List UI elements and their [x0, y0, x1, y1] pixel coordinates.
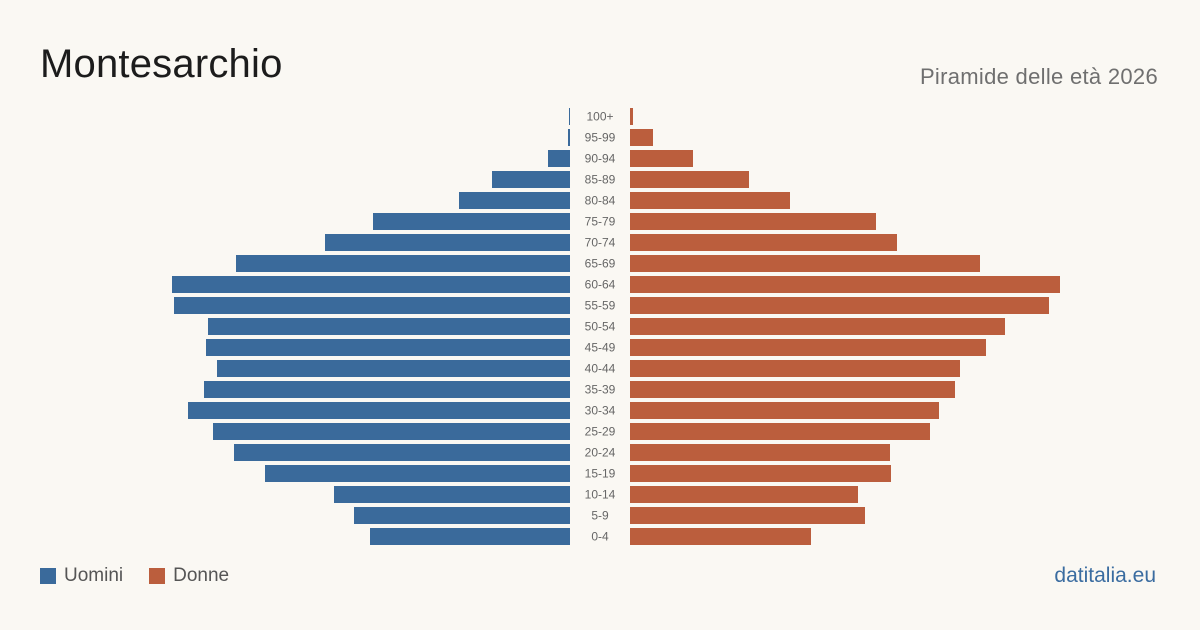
- page-title: Montesarchio: [40, 42, 283, 86]
- bar-men-55-59: [174, 297, 570, 314]
- bar-men-20-24: [234, 444, 570, 461]
- age-label-70-74: 70-74: [585, 236, 616, 250]
- legend-item-men: Uomini: [40, 565, 123, 587]
- bar-women-15-19: [630, 465, 891, 482]
- bar-women-55-59: [630, 297, 1049, 314]
- bar-women-10-14: [630, 486, 858, 503]
- age-label-55-59: 55-59: [585, 299, 616, 313]
- bar-women-70-74: [630, 234, 897, 251]
- bar-women-75-79: [630, 213, 876, 230]
- age-label-85-89: 85-89: [585, 173, 616, 187]
- age-label-100+: 100+: [586, 110, 613, 124]
- bar-women-80-84: [630, 192, 790, 209]
- bar-men-90-94: [548, 150, 570, 167]
- age-label-0-4: 0-4: [591, 530, 609, 544]
- bar-men-95-99: [568, 129, 570, 146]
- age-label-40-44: 40-44: [585, 362, 616, 376]
- bar-men-30-34: [188, 402, 570, 419]
- age-label-10-14: 10-14: [585, 488, 616, 502]
- legend-item-women: Donne: [149, 565, 229, 587]
- legend-swatch-men: [40, 568, 56, 584]
- age-label-25-29: 25-29: [585, 425, 616, 439]
- bar-men-65-69: [236, 255, 570, 272]
- age-label-95-99: 95-99: [585, 131, 616, 145]
- bar-women-45-49: [630, 339, 986, 356]
- bar-men-60-64: [172, 276, 570, 293]
- bar-men-75-79: [373, 213, 570, 230]
- bar-men-100+: [569, 108, 570, 125]
- age-label-30-34: 30-34: [585, 404, 616, 418]
- chart-legend: Uomini Donne: [40, 565, 255, 587]
- bar-men-85-89: [492, 171, 570, 188]
- legend-swatch-women: [149, 568, 166, 584]
- age-label-65-69: 65-69: [585, 257, 616, 271]
- bar-men-5-9: [354, 507, 570, 524]
- bar-men-10-14: [334, 486, 570, 503]
- bar-men-70-74: [325, 234, 570, 251]
- bar-women-25-29: [630, 423, 930, 440]
- age-label-50-54: 50-54: [585, 320, 616, 334]
- age-label-20-24: 20-24: [585, 446, 616, 460]
- bar-women-20-24: [630, 444, 890, 461]
- bar-men-80-84: [459, 192, 570, 209]
- bar-men-35-39: [204, 381, 570, 398]
- bar-men-25-29: [213, 423, 570, 440]
- bar-women-35-39: [630, 381, 955, 398]
- bar-women-0-4: [630, 528, 811, 545]
- bar-women-95-99: [630, 129, 653, 146]
- legend-label-women: Donne: [173, 565, 230, 586]
- bar-women-90-94: [630, 150, 693, 167]
- age-label-90-94: 90-94: [585, 152, 616, 166]
- bar-women-85-89: [630, 171, 749, 188]
- bar-women-30-34: [630, 402, 939, 419]
- bar-women-100+: [630, 108, 633, 125]
- age-label-15-19: 15-19: [585, 467, 616, 481]
- bar-women-5-9: [630, 507, 865, 524]
- age-label-80-84: 80-84: [585, 194, 616, 208]
- chart-subtitle: Piramide delle età 2026: [919, 64, 1158, 89]
- bar-women-50-54: [630, 318, 1005, 335]
- age-label-5-9: 5-9: [591, 509, 609, 523]
- legend-label-men: Uomini: [64, 565, 124, 586]
- bar-men-15-19: [265, 465, 570, 482]
- bar-women-65-69: [630, 255, 980, 272]
- age-label-45-49: 45-49: [585, 341, 616, 355]
- age-label-75-79: 75-79: [585, 215, 616, 229]
- bar-men-0-4: [370, 528, 570, 545]
- age-label-35-39: 35-39: [585, 383, 616, 397]
- age-label-60-64: 60-64: [585, 278, 616, 292]
- bar-men-50-54: [208, 318, 570, 335]
- bar-women-40-44: [630, 360, 960, 377]
- bar-men-45-49: [206, 339, 570, 356]
- brand-link[interactable]: datitalia.eu: [1054, 564, 1156, 587]
- bar-men-40-44: [217, 360, 570, 377]
- bar-women-60-64: [630, 276, 1060, 293]
